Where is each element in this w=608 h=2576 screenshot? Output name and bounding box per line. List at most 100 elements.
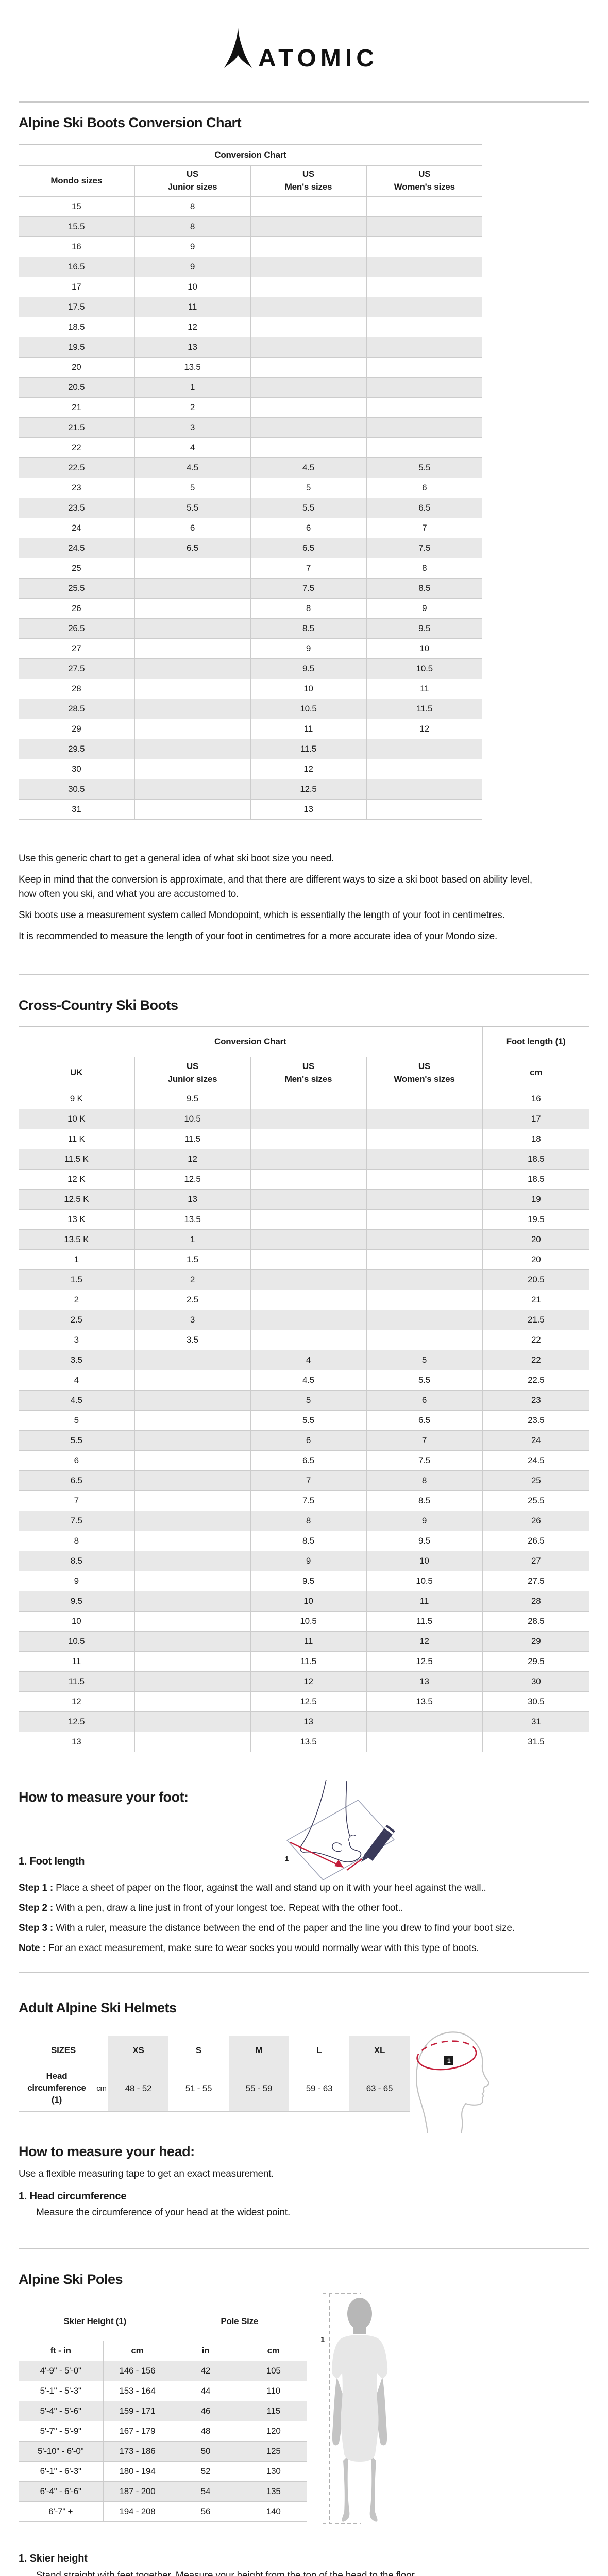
cell [134,679,250,699]
table-row: 4'-9" - 5'-0" 146 - 156 42 105 [19,2361,307,2381]
cell: 5 [134,478,250,498]
cell [134,699,250,719]
cell: 6'-7" + [19,2501,103,2522]
cell: 12 [19,1691,134,1712]
cell: 19 [482,1189,589,1210]
column-header-us-junior: US Junior sizes [134,1057,250,1089]
table-row: 17 10 [19,277,482,297]
cell: 2.5 [19,1310,134,1330]
cell [134,1511,250,1531]
figure-label: 1 [447,2057,451,2064]
cell [366,1129,482,1149]
cell: 18 [482,1129,589,1149]
cell: 12 K [19,1169,134,1190]
table-row: 17.5 11 [19,297,482,317]
cell: 21.5 [19,417,134,438]
cell: 24 [482,1430,589,1451]
size-xl: XL [349,2036,410,2065]
cell: 23.5 [482,1410,589,1431]
table-row: 6.5 7 8 25 [19,1470,589,1491]
cell: 11.5 [250,739,366,759]
cell [134,1571,250,1591]
size-xs: XS [108,2036,168,2065]
table-row: 3.5 4 5 22 [19,1350,589,1370]
table-row: 30.5 12.5 [19,779,482,800]
value-l: 59 - 63 [289,2065,349,2112]
cell [134,799,250,820]
pen-icon [361,1825,395,1862]
table-row: 10 10.5 11.5 28.5 [19,1611,589,1632]
table-row: 23.5 5.5 5.5 6.5 [19,498,482,518]
cell [134,1691,250,1712]
cell: 28.5 [482,1611,589,1632]
cell [134,1450,250,1471]
cell: 12.5 [250,779,366,800]
cell [250,1269,366,1290]
measure-foot-section: How to measure your foot: 1 1. Foot leng… [19,1780,589,1956]
cell: 11.5 [366,1611,482,1632]
cell: 25.5 [19,578,134,599]
table-row: 2 2.5 21 [19,1290,589,1310]
table-row: 27 9 10 [19,638,482,659]
cell: 10.5 [19,1631,134,1652]
table-row: 29 11 12 [19,719,482,739]
paragraph: Ski boots use a measurement system calle… [19,909,505,921]
table-row: 6'-1" - 6'-3" 180 - 194 52 130 [19,2461,307,2482]
table-row: 20 13.5 [19,357,482,378]
cell: 11 [250,1631,366,1652]
cell: 11 [134,297,250,317]
cell [134,1531,250,1551]
cell: 6'-1" - 6'-3" [19,2461,103,2482]
atomic-logo-text: ATOMIC [258,45,378,72]
cell: 17.5 [19,297,134,317]
cell: 13.5 [250,1732,366,1752]
paragraph: It is recommended to measure the length … [19,930,498,942]
cell: 52 [171,2461,240,2482]
measure-foot-steps: Step 1 : Place a sheet of paper on the f… [19,1881,589,1956]
table-row: 5'-1" - 5'-3" 153 - 164 44 110 [19,2381,307,2401]
column-header-us-junior: US Junior sizes [134,165,250,197]
table-row: 27.5 9.5 10.5 [19,658,482,679]
cell: 16.5 [19,257,134,277]
table-row: 16.5 9 [19,257,482,277]
cell: 194 - 208 [103,2501,172,2522]
table-row: 15.5 8 [19,216,482,237]
cell: 22 [482,1330,589,1350]
cell [366,417,482,438]
size-m: M [229,2036,289,2065]
table-title: Conversion Chart [19,145,482,166]
cell: 13 [250,799,366,820]
cell [134,1350,250,1370]
cell [366,779,482,800]
cell: 187 - 200 [103,2481,172,2502]
cell: 29 [19,719,134,739]
column-header-ft-in: ft - in [19,2341,103,2361]
head-circumference-text: Measure the circumference of your head a… [36,2207,291,2218]
cell: 6.5 [250,1450,366,1471]
cell: 27 [19,638,134,659]
cell [134,779,250,800]
cell: 8.5 [250,618,366,639]
cell: 2 [19,1290,134,1310]
divider [19,973,589,975]
column-header-us-womens: US Women's sizes [366,1057,482,1089]
table-row: 3 3.5 22 [19,1330,589,1350]
cell: 10.5 [250,1611,366,1632]
table-row: 5 5.5 6.5 23.5 [19,1410,589,1431]
table-row: 6'-7" +194 - 208 56 140 [19,2501,307,2522]
table-row: 5'-7" - 5'-9" 167 - 179 48 120 [19,2421,307,2442]
table-row: 23 5 5 6 [19,478,482,498]
cell: 12.5 [250,1691,366,1712]
cell [366,1330,482,1350]
cell [250,1089,366,1109]
cell: 1.5 [19,1269,134,1290]
cell: 146 - 156 [103,2361,172,2381]
table-row: 12 12.5 13.5 30.5 [19,1691,589,1712]
table-row: 9 9.5 10.5 27.5 [19,1571,589,1591]
cell: 153 - 164 [103,2381,172,2401]
cell: 50 [171,2441,240,2462]
cell: 6 [250,1430,366,1451]
cell: 25 [19,558,134,579]
cell: 54 [171,2481,240,2502]
cell: 6.5 [19,1470,134,1491]
